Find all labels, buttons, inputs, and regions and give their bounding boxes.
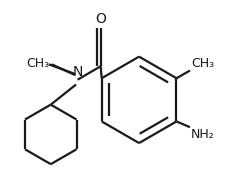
Text: CH₃: CH₃ xyxy=(191,57,214,70)
Text: CH₃: CH₃ xyxy=(27,57,50,70)
Text: N: N xyxy=(73,65,83,79)
Text: O: O xyxy=(95,12,106,26)
Text: NH₂: NH₂ xyxy=(191,128,215,141)
